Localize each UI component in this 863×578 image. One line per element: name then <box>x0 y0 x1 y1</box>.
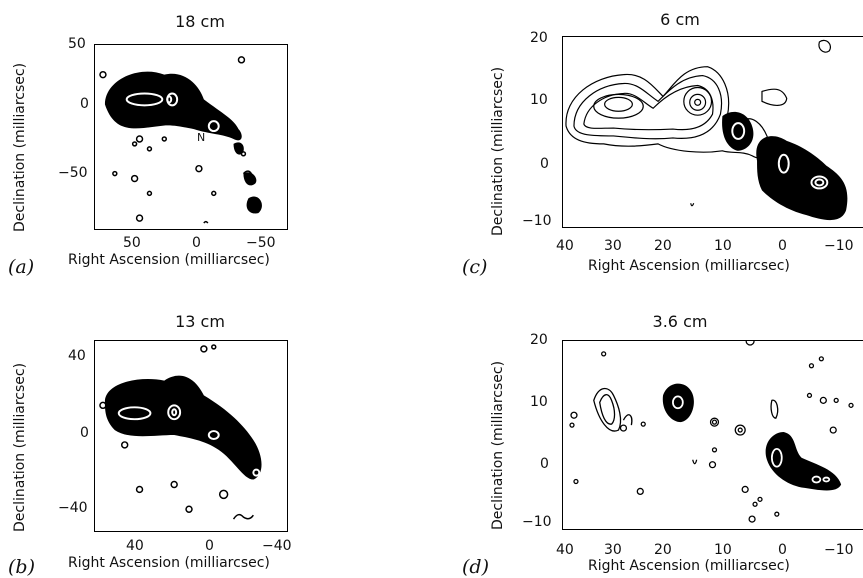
panel-b-xlabel: Right Ascension (milliarcsec) <box>68 555 270 571</box>
panel-a-ylabel: Declination (milliarcsec) <box>12 62 28 232</box>
panel-c-xtick: −10 <box>824 238 854 254</box>
panel-d-xtick: 30 <box>604 542 622 558</box>
panel-a-ytick: 50 <box>68 36 86 52</box>
panel-c-plot-area <box>562 36 863 228</box>
panel-c-ytick: 20 <box>530 30 548 46</box>
panel-b-xtick: −40 <box>262 538 292 554</box>
panel-a-xtick: 0 <box>192 235 201 251</box>
panel-c-xlabel: Right Ascension (milliarcsec) <box>588 258 790 274</box>
panel-c-title: 6 cm <box>660 10 700 29</box>
panel-b-ytick: −40 <box>58 500 88 516</box>
panel-d-label: (d) <box>462 556 489 578</box>
panel-d-ytick: 20 <box>530 332 548 348</box>
panel-b-label: (b) <box>8 556 35 578</box>
panel-c-label: (c) <box>462 256 488 278</box>
panel-d-xtick: 10 <box>714 542 732 558</box>
panel-a-plot-area: N <box>94 44 288 230</box>
panel-a-title: 18 cm <box>175 12 225 31</box>
panel-c-xtick: 20 <box>654 238 672 254</box>
panel-a-ytick: −50 <box>58 165 88 181</box>
panel-d-xtick: −10 <box>824 542 854 558</box>
panel-c-xtick: 10 <box>714 238 732 254</box>
panel-d-ytick: 0 <box>540 456 549 472</box>
panel-a-xtick: −50 <box>246 235 276 251</box>
panel-b-ylabel: Declination (milliarcsec) <box>12 362 28 532</box>
panel-b-xtick: 40 <box>126 538 144 554</box>
panel-c-ytick: 0 <box>540 156 549 172</box>
panel-a-annotation-n: N <box>197 131 206 144</box>
panel-d-xtick: 20 <box>654 542 672 558</box>
panel-c-ytick: −10 <box>522 213 552 229</box>
panel-a-ytick: 0 <box>80 96 89 112</box>
panel-a-contour-map <box>99 56 262 224</box>
panel-b-ytick: 0 <box>80 425 89 441</box>
panel-c-xtick: 30 <box>604 238 622 254</box>
panel-d-title: 3.6 cm <box>652 312 708 331</box>
panel-a-xtick: 50 <box>123 235 141 251</box>
panel-a-label: (a) <box>8 256 35 278</box>
panel-b-title: 13 cm <box>175 312 225 331</box>
panel-b-xtick: 0 <box>205 538 214 554</box>
panel-b-contour-map <box>99 344 262 520</box>
panel-a-xlabel: Right Ascension (milliarcsec) <box>68 252 270 268</box>
panel-c-xtick: 0 <box>778 238 787 254</box>
panel-b-ytick: 40 <box>68 348 86 364</box>
panel-d-ylabel: Declination (milliarcsec) <box>490 360 506 530</box>
panel-d-xlabel: Right Ascension (milliarcsec) <box>588 558 790 574</box>
panel-c-xtick: 40 <box>556 238 574 254</box>
panel-c-contour-map <box>565 39 848 221</box>
panel-d-xtick: 0 <box>778 542 787 558</box>
panel-d-plot-area <box>562 340 863 530</box>
panel-b-plot-area <box>94 340 288 532</box>
panel-d-xtick: 40 <box>556 542 574 558</box>
panel-d-ytick: −10 <box>522 514 552 530</box>
panel-c-ytick: 10 <box>530 92 548 108</box>
panel-d-contour-map <box>569 341 854 523</box>
panel-d-ytick: 10 <box>530 394 548 410</box>
panel-c-ylabel: Declination (milliarcsec) <box>490 66 506 236</box>
